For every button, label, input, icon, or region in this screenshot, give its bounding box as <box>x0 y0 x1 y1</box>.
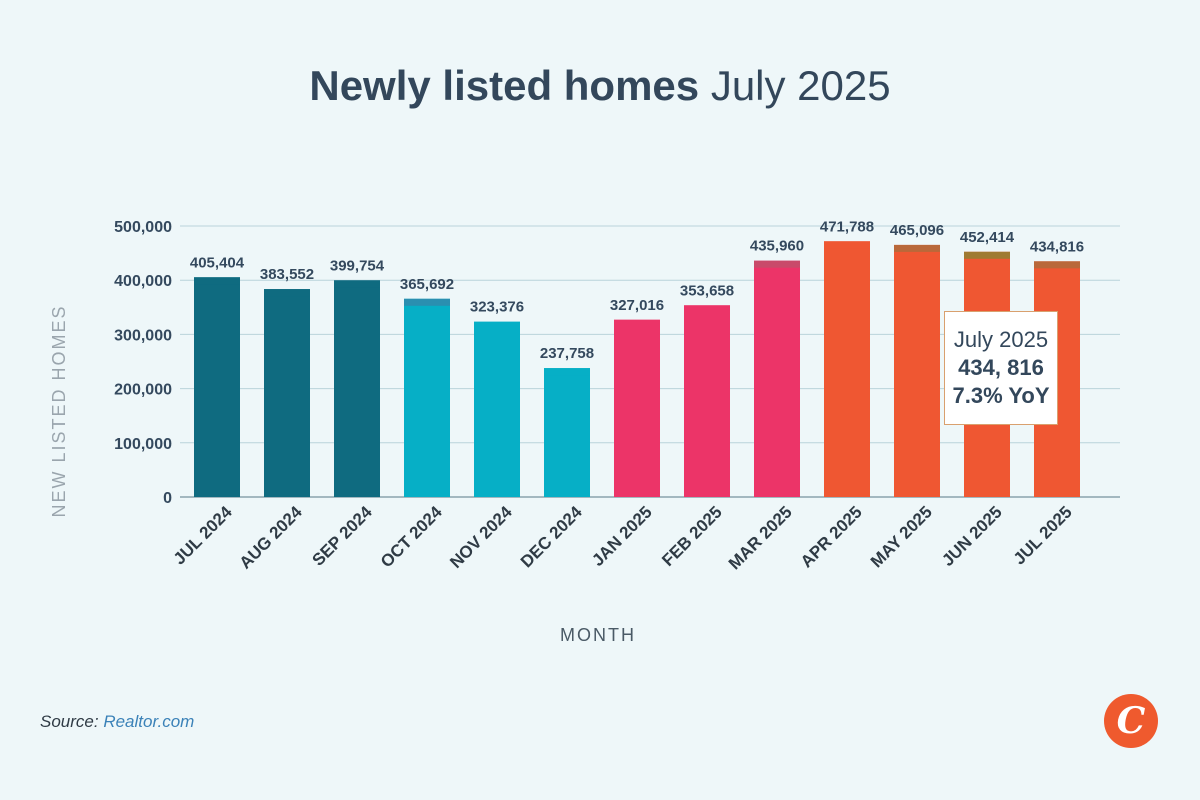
x-tick-label: DEC 2024 <box>517 502 586 571</box>
data-label: 465,096 <box>890 222 944 239</box>
data-label: 237,758 <box>540 345 594 362</box>
tooltip: July 2025 434, 816 7.3% YoY <box>944 311 1058 425</box>
x-tick-label: SEP 2024 <box>308 502 376 570</box>
bar-cap <box>894 244 940 252</box>
y-tick-label: 0 <box>163 490 172 507</box>
brand-logo-icon: C <box>1104 694 1158 748</box>
y-tick-label: 100,000 <box>114 436 172 453</box>
chart-title: Newly listed homes July 2025 <box>0 62 1200 110</box>
x-tick-label: JAN 2025 <box>588 502 656 570</box>
bar-cap <box>964 251 1010 259</box>
bar-cap <box>754 260 800 268</box>
y-tick-label: 500,000 <box>114 219 172 236</box>
x-tick-label: NOV 2024 <box>446 502 516 572</box>
bar <box>474 321 520 497</box>
data-label: 434,816 <box>1030 238 1084 255</box>
bar <box>264 289 310 497</box>
source-link[interactable]: Realtor.com <box>103 712 195 731</box>
bar <box>334 280 380 497</box>
x-tick-label: APR 2025 <box>797 502 866 571</box>
bar-cap <box>544 368 590 376</box>
title-bold: Newly listed homes <box>309 62 700 109</box>
tooltip-yoy: 7.3% YoY <box>952 383 1050 408</box>
y-tick-label: 300,000 <box>114 327 172 344</box>
data-label: 471,788 <box>820 218 874 235</box>
source-label: Source: <box>40 712 99 731</box>
y-tick-label: 400,000 <box>114 273 172 290</box>
bar-cap <box>824 241 870 249</box>
data-label: 365,692 <box>400 276 454 293</box>
bar <box>614 319 660 497</box>
x-tick-label: JUL 2025 <box>1010 502 1076 568</box>
data-label: 383,552 <box>260 266 314 283</box>
bar-cap <box>334 280 380 288</box>
bar-cap <box>1034 261 1080 269</box>
bar-cap <box>194 277 240 285</box>
x-tick-label: MAR 2025 <box>725 502 796 573</box>
title-date: July 2025 <box>710 62 891 109</box>
data-label: 323,376 <box>470 299 524 316</box>
bar <box>824 241 870 497</box>
bar <box>894 244 940 497</box>
data-label: 405,404 <box>190 254 245 271</box>
bar-cap <box>474 321 520 329</box>
x-tick-label: JUN 2025 <box>938 502 1006 570</box>
bar <box>684 305 730 497</box>
bar-cap <box>404 298 450 306</box>
x-axis-label: MONTH <box>560 625 636 645</box>
bar-cap <box>264 289 310 297</box>
source-note: Source: Realtor.com <box>40 712 194 732</box>
data-label: 452,414 <box>960 229 1015 246</box>
x-tick-label: MAY 2025 <box>867 502 936 571</box>
x-tick-label: FEB 2025 <box>658 502 726 570</box>
x-tick-label: AUG 2024 <box>236 502 307 573</box>
y-tick-label: 200,000 <box>114 382 172 399</box>
bar <box>544 368 590 497</box>
bar-cap <box>614 319 660 327</box>
data-label: 327,016 <box>610 297 664 314</box>
y-axis-label: NEW LISTED HOMES <box>49 304 69 517</box>
x-tick-label: JUL 2024 <box>170 502 236 568</box>
data-label: 399,754 <box>330 257 385 274</box>
data-label: 353,658 <box>680 282 734 299</box>
x-tick-label: OCT 2024 <box>377 502 446 571</box>
tooltip-month: July 2025 <box>953 327 1049 352</box>
tooltip-value: 434, 816 <box>958 355 1044 380</box>
bar <box>404 298 450 497</box>
data-label: 435,960 <box>750 238 804 255</box>
bar <box>754 260 800 497</box>
bar-cap <box>684 305 730 313</box>
bar <box>194 277 240 497</box>
